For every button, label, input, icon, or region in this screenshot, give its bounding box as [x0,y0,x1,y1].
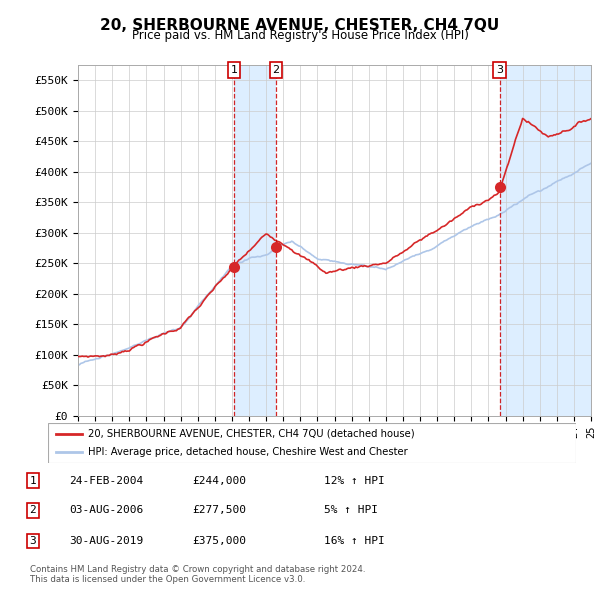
Text: 24-FEB-2004: 24-FEB-2004 [69,476,143,486]
Text: 1: 1 [29,476,37,486]
Text: 30-AUG-2019: 30-AUG-2019 [69,536,143,546]
Text: 2: 2 [29,506,37,515]
Text: £244,000: £244,000 [192,476,246,486]
Text: 20, SHERBOURNE AVENUE, CHESTER, CH4 7QU: 20, SHERBOURNE AVENUE, CHESTER, CH4 7QU [100,18,500,32]
Text: 20, SHERBOURNE AVENUE, CHESTER, CH4 7QU (detached house): 20, SHERBOURNE AVENUE, CHESTER, CH4 7QU … [88,429,414,439]
Text: £375,000: £375,000 [192,536,246,546]
Text: £277,500: £277,500 [192,506,246,515]
Text: HPI: Average price, detached house, Cheshire West and Chester: HPI: Average price, detached house, Ches… [88,447,407,457]
Text: 12% ↑ HPI: 12% ↑ HPI [324,476,385,486]
Text: 2: 2 [272,65,280,75]
Bar [234,65,276,416]
Text: Contains HM Land Registry data © Crown copyright and database right 2024.
This d: Contains HM Land Registry data © Crown c… [30,565,365,584]
Text: 3: 3 [496,65,503,75]
Text: 03-AUG-2006: 03-AUG-2006 [69,506,143,515]
Text: 5% ↑ HPI: 5% ↑ HPI [324,506,378,515]
Text: 1: 1 [230,65,238,75]
Text: 16% ↑ HPI: 16% ↑ HPI [324,536,385,546]
Text: 3: 3 [29,536,37,546]
Text: Price paid vs. HM Land Registry's House Price Index (HPI): Price paid vs. HM Land Registry's House … [131,30,469,42]
Bar [500,65,591,416]
